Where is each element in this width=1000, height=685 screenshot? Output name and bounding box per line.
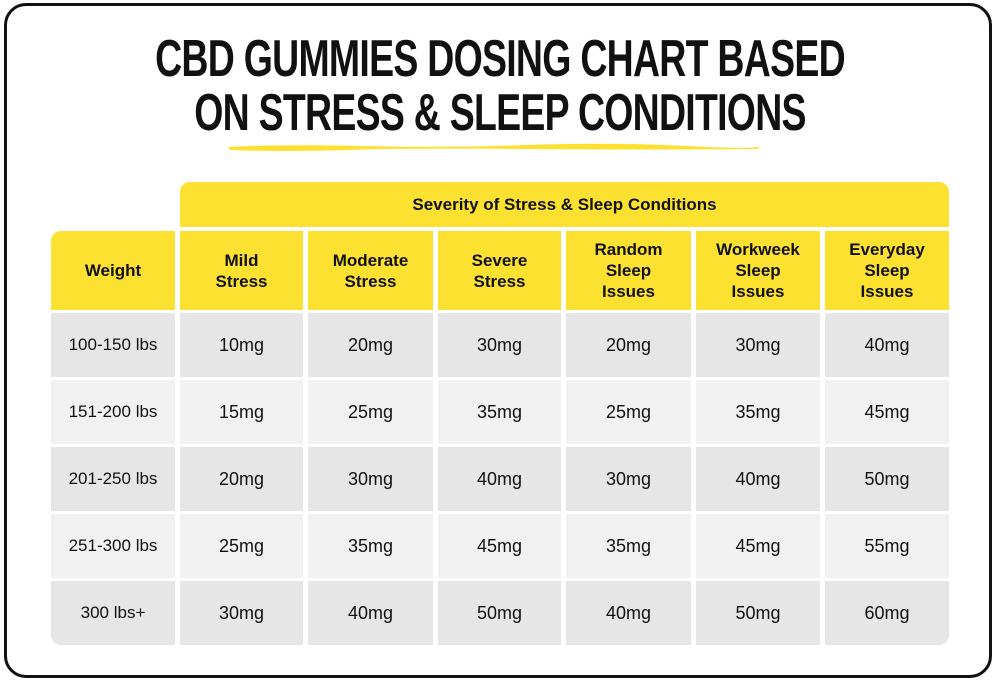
- dose-cell: 10mg: [180, 313, 303, 377]
- dose-cell: 35mg: [696, 380, 820, 444]
- dose-cell: 50mg: [696, 581, 820, 645]
- dose-cell: 55mg: [825, 514, 949, 578]
- weight-cell: 300 lbs+: [51, 581, 175, 645]
- column-header-line: Stress: [344, 271, 397, 291]
- page-title: CBD GUMMIES DOSING CHART BASED ON STRESS…: [140, 32, 860, 140]
- dose-cell: 45mg: [696, 514, 820, 578]
- dose-cell: 30mg: [180, 581, 303, 645]
- column-header-line: Sleep: [735, 261, 781, 280]
- column-header-line: Mild: [224, 250, 259, 270]
- column-header-line: Moderate: [332, 250, 409, 270]
- dose-cell: 40mg: [308, 581, 433, 645]
- dose-cell: 30mg: [566, 447, 691, 511]
- dose-cell: 40mg: [696, 447, 820, 511]
- weight-cell: 201-250 lbs: [51, 447, 175, 511]
- title-line-2: ON STRESS & SLEEP CONDITIONS: [194, 84, 806, 142]
- column-header-line: Stress: [473, 271, 526, 291]
- dose-cell: 50mg: [825, 447, 949, 511]
- dose-cell: 40mg: [825, 313, 949, 377]
- column-header-line: Sleep: [605, 261, 652, 280]
- dose-cell: 25mg: [180, 514, 303, 578]
- dose-cell: 60mg: [825, 581, 949, 645]
- column-header: Everyday Sleep Issues: [825, 231, 949, 310]
- dose-cell: 35mg: [566, 514, 691, 578]
- dose-cell: 30mg: [308, 447, 433, 511]
- dose-cell: 30mg: [696, 313, 820, 377]
- title-line-1: CBD GUMMIES DOSING CHART BASED: [155, 30, 846, 88]
- weight-cell: 100-150 lbs: [51, 313, 175, 377]
- dose-cell: 30mg: [438, 313, 561, 377]
- dose-cell: 20mg: [308, 313, 433, 377]
- dose-cell: 20mg: [566, 313, 691, 377]
- column-header-line: Random: [594, 240, 663, 259]
- dose-cell: 40mg: [438, 447, 561, 511]
- column-header-line: Issues: [860, 282, 914, 301]
- weight-cell: 251-300 lbs: [51, 514, 175, 578]
- weight-header: Weight: [51, 231, 175, 310]
- column-header: Moderate Stress: [308, 231, 433, 310]
- column-header-line: Severe: [471, 250, 528, 270]
- dose-cell: 35mg: [438, 380, 561, 444]
- column-header: Severe Stress: [438, 231, 561, 310]
- column-header-line: Stress: [215, 271, 268, 291]
- column-header-line: Sleep: [864, 261, 910, 280]
- column-header-line: Everyday: [849, 240, 925, 259]
- dose-cell: 20mg: [180, 447, 303, 511]
- dose-cell: 45mg: [438, 514, 561, 578]
- dose-cell: 40mg: [566, 581, 691, 645]
- severity-group-header: Severity of Stress & Sleep Conditions: [180, 182, 949, 227]
- dose-cell: 35mg: [308, 514, 433, 578]
- dose-cell: 45mg: [825, 380, 949, 444]
- title-underline-brushstroke: [228, 143, 761, 151]
- column-header: Workweek Sleep Issues: [696, 231, 820, 310]
- weight-cell: 151-200 lbs: [51, 380, 175, 444]
- column-header: Random Sleep Issues: [566, 231, 691, 310]
- column-header-line: Issues: [602, 282, 655, 301]
- column-header: Mild Stress: [180, 231, 303, 310]
- dose-cell: 15mg: [180, 380, 303, 444]
- dose-cell: 25mg: [566, 380, 691, 444]
- dose-cell: 50mg: [438, 581, 561, 645]
- column-header-line: Issues: [731, 282, 785, 301]
- column-header-line: Workweek: [716, 240, 800, 259]
- dose-cell: 25mg: [308, 380, 433, 444]
